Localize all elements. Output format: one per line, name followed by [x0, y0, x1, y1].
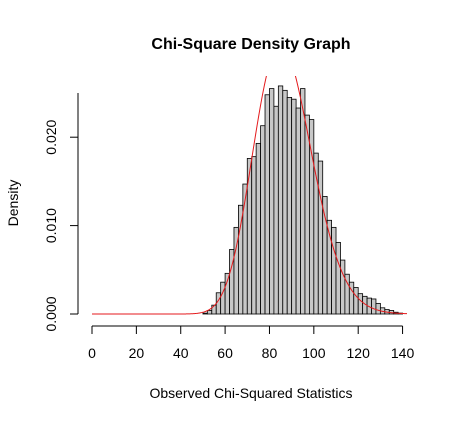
- histogram-bar: [251, 156, 257, 315]
- histogram-bar: [291, 98, 297, 315]
- histogram-bar: [215, 292, 222, 315]
- density-curve: [92, 76, 408, 315]
- x-tick-label: 40: [173, 345, 189, 361]
- x-tick-label: 120: [347, 345, 371, 361]
- x-tick-label: 60: [217, 345, 233, 361]
- histogram-bar: [331, 226, 337, 315]
- histogram-bar: [375, 302, 381, 315]
- x-tick-label: 100: [302, 345, 326, 361]
- histogram-bar: [242, 183, 248, 315]
- histogram-bar: [264, 94, 270, 315]
- y-axis: 0.000 0.010 0.020: [43, 93, 79, 332]
- y-tick-label: 0.020: [43, 119, 59, 154]
- x-axis: 0 20 40 60 80 100 120 140: [88, 325, 415, 361]
- histogram-bar: [220, 281, 226, 315]
- x-axis-label: Observed Chi-Squared Statistics: [149, 385, 352, 401]
- x-tick-label: 80: [262, 345, 278, 361]
- histogram-bar: [295, 107, 301, 315]
- histogram-bar: [304, 114, 310, 315]
- histogram-bar: [202, 312, 208, 315]
- histogram-bar: [238, 204, 244, 315]
- x-tick-label: 20: [129, 345, 145, 361]
- chart-title: Chi-Square Density Graph: [151, 36, 350, 53]
- histogram-bar: [357, 293, 364, 315]
- histogram-bar: [335, 241, 341, 315]
- histogram-bar: [308, 119, 315, 315]
- y-tick-label: 0.000: [43, 296, 59, 331]
- histogram-bar: [371, 298, 377, 315]
- x-tick-label: 140: [391, 345, 415, 361]
- y-tick-label: 0.010: [43, 208, 59, 243]
- histogram-bar: [255, 142, 261, 315]
- histogram-bar: [340, 259, 346, 315]
- histogram-bar: [317, 160, 324, 315]
- histogram-bar: [300, 88, 306, 315]
- histogram-bars: [202, 85, 403, 315]
- histogram-bar: [322, 196, 328, 315]
- histogram-bar: [273, 105, 279, 315]
- chi-square-density-curve: [92, 76, 408, 315]
- histogram-bar: [353, 287, 359, 315]
- histogram-bar: [269, 88, 275, 315]
- y-axis-label: Density: [5, 180, 21, 227]
- histogram-bar: [206, 310, 213, 315]
- histogram-bar: [260, 125, 266, 315]
- x-tick-label: 0: [88, 345, 96, 361]
- histogram-bar: [286, 97, 293, 315]
- histogram-bar: [282, 89, 288, 315]
- histogram-bar: [277, 85, 284, 315]
